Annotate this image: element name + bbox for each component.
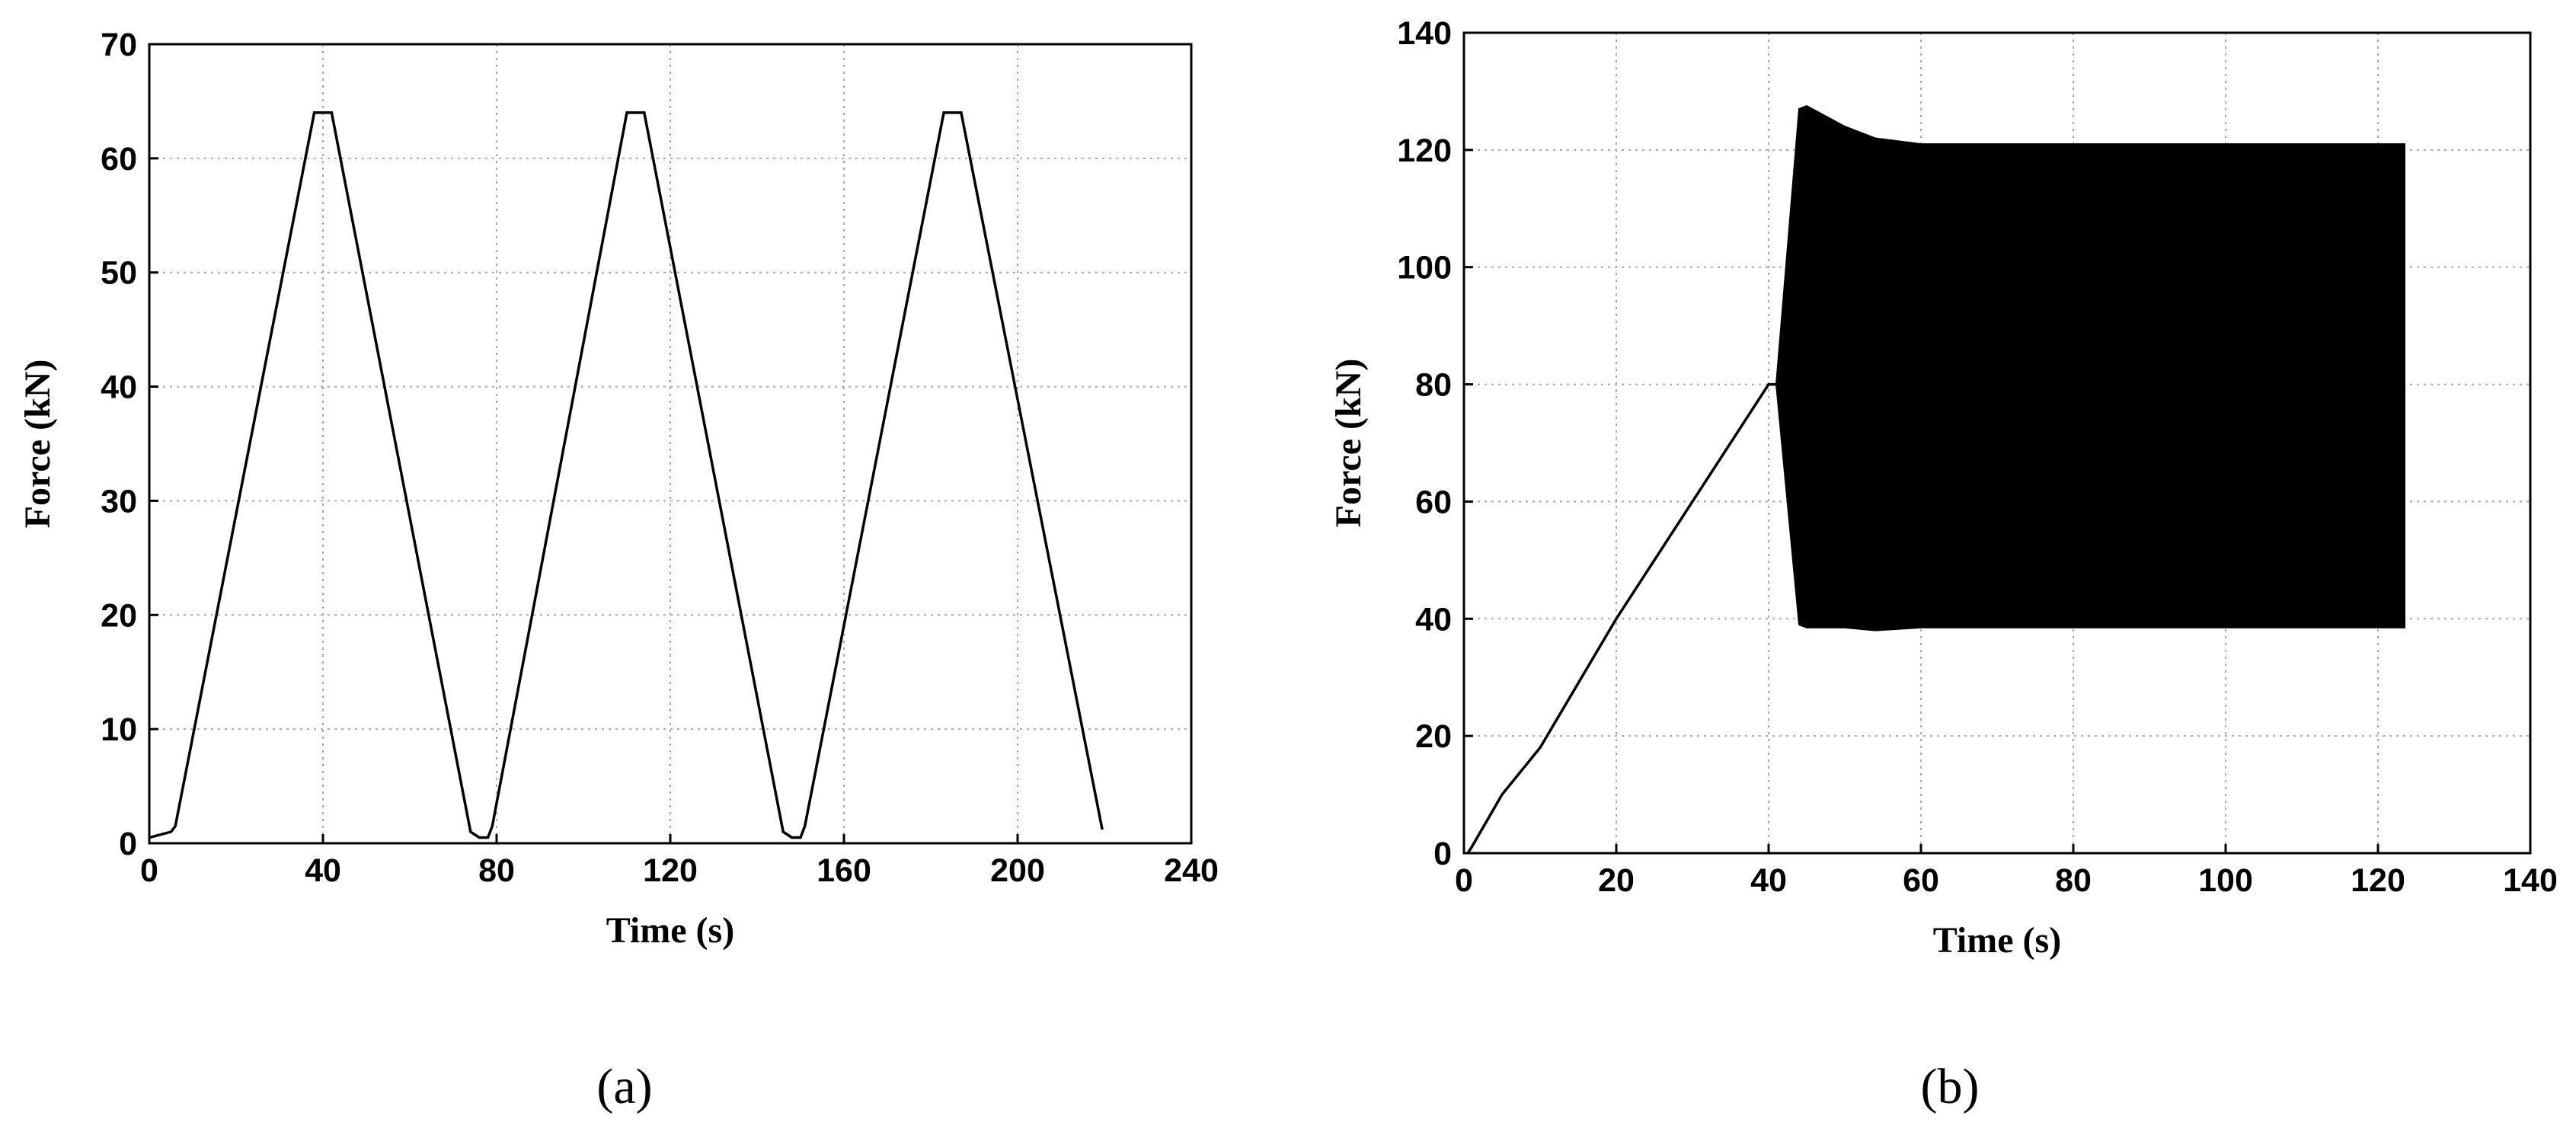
x-tick-label: 120 (2351, 862, 2405, 899)
y-tick-label: 60 (101, 141, 137, 177)
x-tick-label: 80 (478, 852, 515, 889)
x-tick-label: 160 (817, 852, 871, 889)
x-tick-label: 100 (2198, 862, 2253, 899)
y-axis-title: Force (kN) (18, 360, 58, 529)
y-tick-label: 120 (1397, 133, 1452, 169)
x-tick-label: 80 (2055, 862, 2092, 899)
y-tick-label: 60 (1415, 484, 1452, 520)
x-tick-label: 60 (1903, 862, 1939, 899)
x-tick-label: 20 (1598, 862, 1635, 899)
x-tick-label: 40 (305, 852, 341, 889)
x-tick-label: 200 (990, 852, 1045, 889)
x-tick-label: 140 (2503, 862, 2558, 899)
y-tick-label: 0 (1433, 836, 1452, 872)
plot-frame (1462, 31, 2532, 855)
y-tick-label: 10 (101, 711, 137, 748)
x-tick-label: 40 (1750, 862, 1787, 899)
x-axis-title: Time (s) (606, 910, 734, 951)
y-axis-title: Force (kN) (1328, 359, 1369, 528)
y-tick-label: 80 (1415, 367, 1452, 404)
y-tick-label: 140 (1397, 15, 1452, 52)
line (149, 111, 1104, 839)
y-tick-label: 100 (1397, 250, 1452, 286)
y-tick-label: 70 (101, 27, 137, 63)
x-tick-label: 0 (140, 852, 158, 889)
caption: (b) (1921, 1059, 1980, 1114)
x-tick-label: 240 (1164, 852, 1219, 889)
y-tick-label: 20 (101, 597, 137, 634)
line (1466, 382, 1776, 854)
y-tick-label: 0 (119, 826, 137, 862)
y-tick-label: 20 (1415, 718, 1452, 755)
y-tick-label: 30 (101, 483, 137, 520)
x-tick-label: 120 (643, 852, 698, 889)
plot-frame (148, 43, 1193, 845)
x-tick-label: 0 (1455, 862, 1473, 899)
y-tick-label: 50 (101, 255, 137, 292)
caption: (a) (596, 1059, 652, 1114)
y-tick-label: 40 (101, 369, 137, 406)
y-tick-label: 40 (1415, 601, 1452, 638)
oscillation-band (1775, 105, 2405, 631)
x-axis-title: Time (s) (1933, 920, 2061, 961)
